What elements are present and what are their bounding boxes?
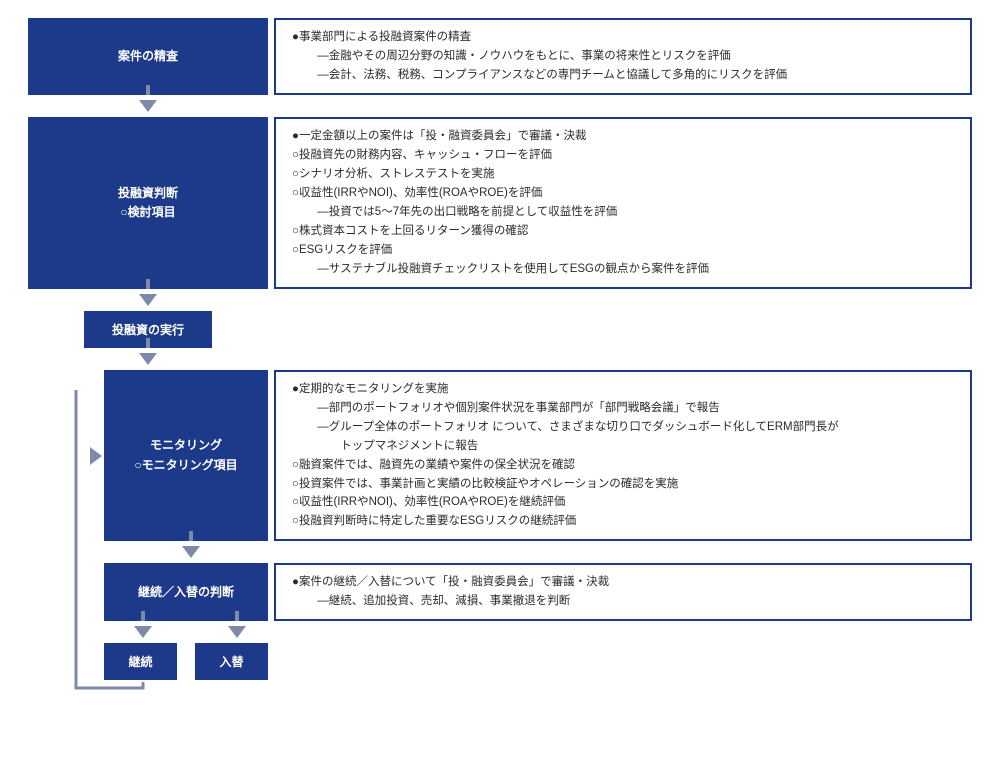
- list-item: ―グループ全体のポートフォリオ について、さまざまな切り口でダッシュボード化して…: [292, 418, 954, 437]
- list-item: ―金融やその周辺分野の知識・ノウハウをもとに、事業の将来性とリスクを評価: [292, 47, 954, 66]
- list-item: ○投資案件では、事業計画と実績の比較検証やオペレーションの確認を実施: [292, 475, 954, 494]
- branch-continue: 継続: [104, 643, 177, 680]
- list-item: ○株式資本コストを上回るリターン獲得の確認: [292, 222, 954, 241]
- list-item: ●定期的なモニタリングを実施: [292, 380, 954, 399]
- list-item: ―投資では5〜7年先の出口戦略を前提として収益性を評価: [292, 203, 954, 222]
- stage-scrutiny-detail: ●事業部門による投融資案件の精査 ―金融やその周辺分野の知識・ノウハウをもとに、…: [274, 18, 972, 95]
- stage-judgement-detail: ●一定金額以上の案件は「投・融資委員会」で審議・決裁 ○投融資先の財務内容、キャ…: [274, 117, 972, 289]
- arrow-down-icon: [139, 95, 157, 117]
- list-item: ○投融資判断時に特定した重要なESGリスクの継続評価: [292, 512, 954, 531]
- stage-decision-detail: ●案件の継続／入替について「投・融資委員会」で審議・決裁 ―継続、追加投資、売却…: [274, 563, 972, 621]
- arrow-down-icon: [182, 541, 200, 563]
- list-item: ―部門のポートフォリオや個別案件状況を事業部門が「部門戦略会議」で報告: [292, 399, 954, 418]
- list-item: ○収益性(IRRやNOI)、効率性(ROAやROE)を継続評価: [292, 493, 954, 512]
- arrow-down-icon: [139, 289, 157, 311]
- list-item: ○シナリオ分析、ストレステストを実施: [292, 165, 954, 184]
- stage-monitoring: モニタリング ○モニタリング項目 ●定期的なモニタリングを実施 ―部門のポートフ…: [28, 370, 972, 542]
- arrow-down-icon: [228, 621, 246, 643]
- stage-decision-label: 継続／入替の判断: [104, 563, 268, 621]
- stage-execute: 投融資の実行: [28, 311, 972, 348]
- list-item: トップマネジメントに報告: [292, 437, 954, 456]
- arrow-down-icon: [139, 348, 157, 370]
- list-item: ●案件の継続／入替について「投・融資委員会」で審議・決裁: [292, 573, 954, 592]
- list-item: ●一定金額以上の案件は「投・融資委員会」で審議・決裁: [292, 127, 954, 146]
- stage-judgement: 投融資判断 ○検討項目 ●一定金額以上の案件は「投・融資委員会」で審議・決裁 ○…: [28, 117, 972, 289]
- stage-monitoring-label: モニタリング ○モニタリング項目: [104, 370, 268, 542]
- list-item: ―サステナブル投融資チェックリストを使用してESGの観点から案件を評価: [292, 260, 954, 279]
- list-item: ○投融資先の財務内容、キャッシュ・フローを評価: [292, 146, 954, 165]
- stage-monitoring-detail: ●定期的なモニタリングを実施 ―部門のポートフォリオや個別案件状況を事業部門が「…: [274, 370, 972, 542]
- list-item: ○収益性(IRRやNOI)、効率性(ROAやROE)を評価: [292, 184, 954, 203]
- list-item: ●事業部門による投融資案件の精査: [292, 28, 954, 47]
- branch-replace: 入替: [195, 643, 268, 680]
- list-item: ○ESGリスクを評価: [292, 241, 954, 260]
- list-item: ―会計、法務、税務、コンプライアンスなどの専門チームと協議して多角的にリスクを評…: [292, 66, 954, 85]
- stage-decision: 継続／入替の判断 ●案件の継続／入替について「投・融資委員会」で審議・決裁 ―継…: [28, 563, 972, 621]
- stage-scrutiny: 案件の精査 ●事業部門による投融資案件の精査 ―金融やその周辺分野の知識・ノウハ…: [28, 18, 972, 95]
- stage-scrutiny-label: 案件の精査: [28, 18, 268, 95]
- stage-judgement-label: 投融資判断 ○検討項目: [28, 117, 268, 289]
- branch-row: 継続 入替: [28, 643, 972, 680]
- list-item: ―継続、追加投資、売却、減損、事業撤退を判断: [292, 592, 954, 611]
- list-item: ○融資案件では、融資先の業績や案件の保全状況を確認: [292, 456, 954, 475]
- arrow-down-icon: [134, 621, 152, 643]
